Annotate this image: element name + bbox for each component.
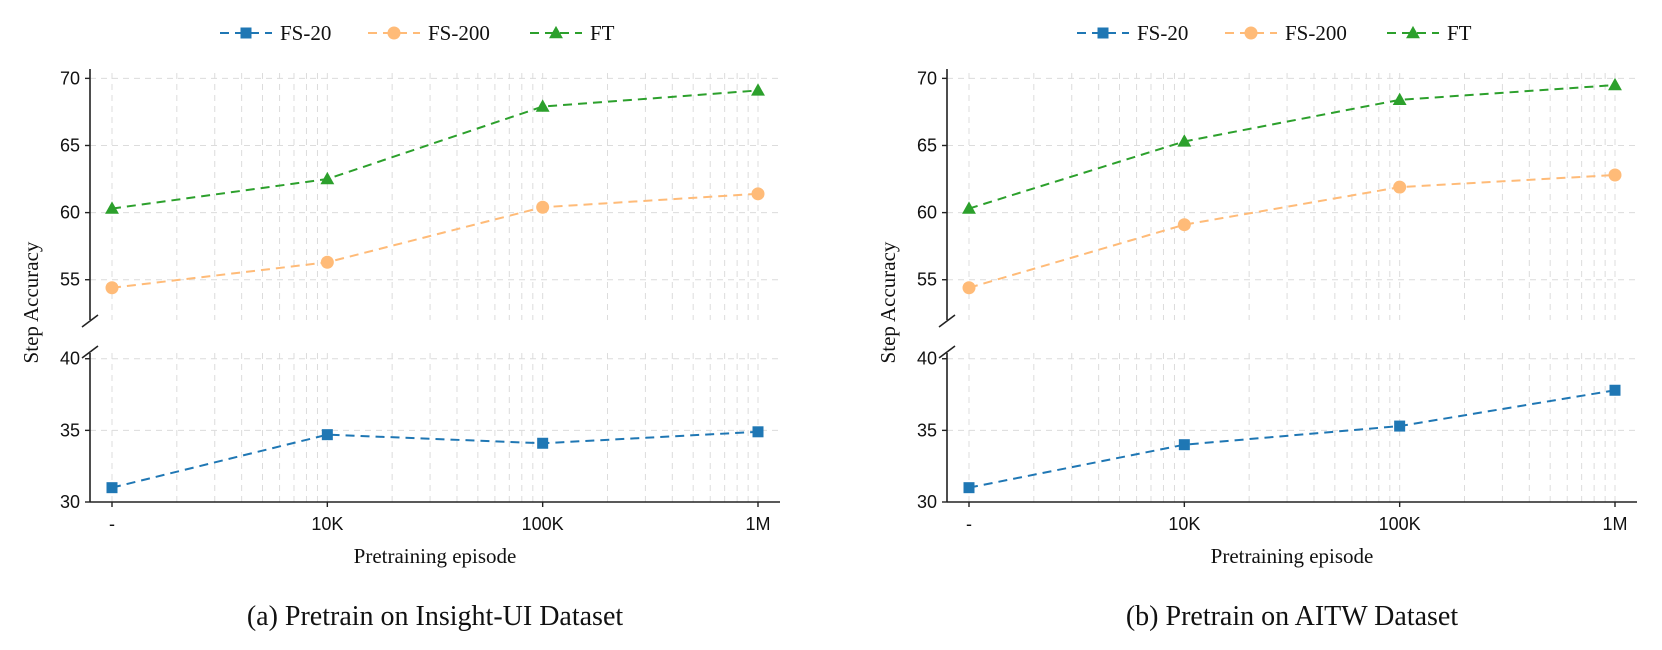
y-tick-label: 35 — [60, 420, 80, 440]
legend-label: FT — [590, 21, 615, 45]
legend: FS-20 FS-200 FT — [1077, 21, 1472, 45]
series-fs-200 — [962, 168, 1622, 295]
data-point-fs-20 — [1178, 439, 1190, 451]
legend: FS-20 FS-200 FT — [220, 21, 615, 45]
data-point-fs-20 — [1394, 420, 1406, 432]
series-line-ft — [968, 84, 1616, 210]
axis-break-mark — [81, 314, 99, 328]
legend-label: FT — [1447, 21, 1472, 45]
chart-caption: (a) Pretrain on Insight-UI Dataset — [247, 601, 624, 632]
data-point-ft — [105, 201, 119, 214]
x-tick-label: 100K — [1379, 514, 1421, 534]
x-tick-label: 10K — [311, 514, 343, 534]
series-line-fs-200 — [111, 192, 759, 289]
axes — [938, 69, 1637, 503]
y-tick-label: 60 — [60, 203, 80, 223]
legend-marker — [1244, 26, 1258, 40]
grid — [947, 73, 1637, 503]
y-tick-label: 65 — [60, 135, 80, 155]
legend-label: FS-20 — [1137, 21, 1188, 45]
series-line-fs-20 — [111, 430, 759, 489]
y-axis-label: Step Accuracy — [876, 241, 900, 363]
x-axis-label: Pretraining episode — [354, 544, 517, 568]
y-tick-label: 35 — [917, 420, 937, 440]
data-point-fs-20 — [321, 429, 333, 441]
data-point-ft — [1608, 77, 1622, 91]
legend-marker — [1406, 25, 1420, 39]
legend-marker — [387, 26, 401, 40]
x-tick-label: 1M — [1602, 514, 1627, 534]
data-point-fs-200 — [1393, 180, 1407, 194]
data-point-ft — [1177, 134, 1192, 147]
series-line-fs-20 — [968, 389, 1616, 489]
data-point-ft — [535, 99, 550, 112]
y-tick-label: 40 — [917, 349, 937, 369]
x-tick-label: - — [966, 514, 972, 534]
y-tick-label: 65 — [917, 135, 937, 155]
x-axis-label: Pretraining episode — [1211, 544, 1374, 568]
y-tick-label: 30 — [917, 492, 937, 512]
series-ft — [105, 83, 765, 214]
data-point-fs-200 — [1177, 218, 1191, 232]
y-tick-label: 55 — [917, 270, 937, 290]
axes — [81, 69, 780, 503]
data-point-ft — [962, 201, 976, 214]
y-tick-label: 55 — [60, 270, 80, 290]
y-tick-label: 70 — [60, 68, 80, 88]
x-tick-label: 10K — [1168, 514, 1200, 534]
y-tick-label: 70 — [917, 68, 937, 88]
series-line-fs-200 — [968, 174, 1616, 289]
data-point-fs-20 — [963, 482, 975, 494]
legend-marker — [549, 25, 563, 39]
axis-break-mark — [81, 345, 99, 359]
x-tick-label: 100K — [522, 514, 564, 534]
y-tick-label: 60 — [917, 203, 937, 223]
data-point-ft — [320, 171, 335, 185]
data-point-fs-200 — [536, 200, 550, 214]
grid — [90, 73, 780, 503]
data-point-fs-200 — [1608, 168, 1622, 182]
chart-panel-a: 55 60 65 70 30 35 40 - 10K 100K 1M Pretraining epis… — [19, 21, 780, 632]
data-point-fs-200 — [751, 187, 765, 201]
data-point-fs-20 — [106, 482, 118, 494]
data-point-fs-20 — [752, 426, 764, 438]
legend-label: FS-20 — [280, 21, 331, 45]
series-ft — [962, 77, 1622, 214]
chart-panel-b: 55 60 65 70 30 35 40 - 10K 100K 1M Pretraining epis… — [876, 21, 1637, 632]
data-point-fs-20 — [537, 437, 549, 449]
data-point-fs-200 — [105, 281, 119, 295]
data-point-fs-200 — [962, 281, 976, 295]
series-line-ft — [111, 89, 759, 210]
y-axis-label: Step Accuracy — [19, 241, 43, 363]
y-tick-label: 30 — [60, 492, 80, 512]
legend-marker — [240, 27, 252, 39]
chart-caption: (b) Pretrain on AITW Dataset — [1126, 601, 1458, 632]
legend-label: FS-200 — [428, 21, 490, 45]
axis-break-mark — [938, 314, 956, 328]
data-point-fs-200 — [320, 255, 334, 269]
legend-marker — [1097, 27, 1109, 39]
x-tick-label: 1M — [745, 514, 770, 534]
legend-label: FS-200 — [1285, 21, 1347, 45]
series-fs-20 — [963, 384, 1621, 494]
axis-break-mark — [938, 345, 956, 359]
data-point-ft — [751, 83, 765, 96]
series-fs-200 — [105, 187, 765, 295]
data-point-fs-20 — [1609, 384, 1621, 396]
series-fs-20 — [106, 426, 764, 494]
data-point-ft — [1392, 92, 1407, 106]
x-tick-label: - — [109, 514, 115, 534]
y-tick-label: 40 — [60, 349, 80, 369]
